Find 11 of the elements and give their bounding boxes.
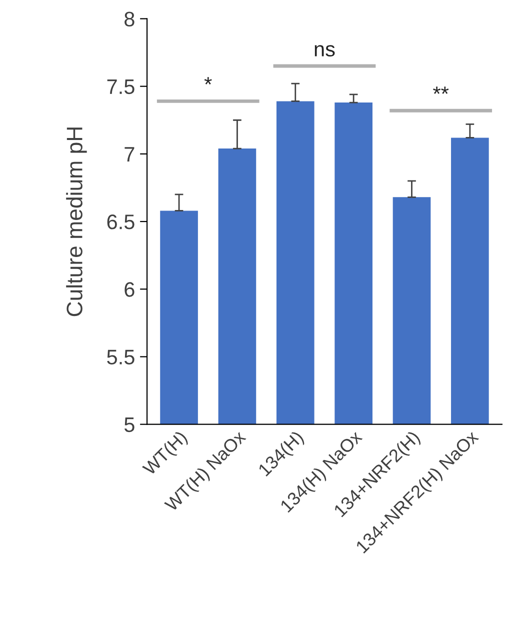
y-tick-label: 6 <box>124 282 134 297</box>
y-tick-label: 8 <box>124 12 134 26</box>
y-tick-label: 7.5 <box>107 80 134 94</box>
annotation: ** <box>433 86 449 94</box>
annotation: ns <box>314 45 335 57</box>
y-tick-label: 6.5 <box>107 214 134 230</box>
annotation: * <box>204 77 212 84</box>
y-axis-title: Culture medium pH <box>66 128 87 316</box>
y-tick-label: 7 <box>124 147 134 162</box>
y-tick-label: 5 <box>124 418 134 432</box>
y-tick-label: 5.5 <box>107 350 134 364</box>
